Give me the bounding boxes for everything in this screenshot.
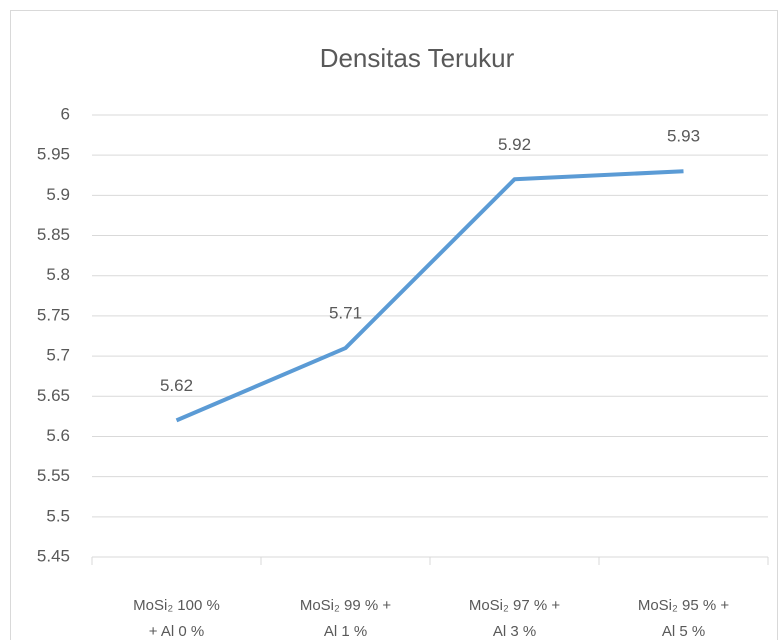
chart-title: Densitas Terukur bbox=[320, 43, 515, 73]
chart-border bbox=[10, 10, 778, 640]
y-tick-label: 5.45 bbox=[37, 546, 70, 565]
y-tick-label: 5.6 bbox=[46, 426, 70, 445]
y-tick-label: 5.5 bbox=[46, 506, 70, 525]
y-tick-label: 5.75 bbox=[37, 305, 70, 324]
data-label: 5.93 bbox=[667, 127, 700, 146]
data-line bbox=[175, 169, 684, 423]
data-label: 5.71 bbox=[329, 304, 362, 323]
data-label: 5.92 bbox=[498, 135, 531, 154]
x-tick-label: MoSi₂ 100 % + Al 0 % bbox=[133, 597, 220, 640]
y-tick-label: 6 bbox=[61, 104, 70, 123]
x-tick-label: MoSi₂ 95 % + Al 5 % bbox=[638, 597, 730, 640]
data-label: 5.62 bbox=[160, 376, 193, 395]
y-tick-label: 5.8 bbox=[46, 265, 70, 284]
x-tick-label: MoSi₂ 99 % + Al 1 % bbox=[300, 597, 392, 640]
y-tick-label: 5.55 bbox=[37, 466, 70, 485]
y-tick-label: 5.95 bbox=[37, 145, 70, 164]
y-tick-label: 5.9 bbox=[46, 185, 70, 204]
y-tick-label: 5.85 bbox=[37, 225, 70, 244]
y-tick-label: 5.65 bbox=[37, 386, 70, 405]
x-tick-label: MoSi₂ 97 % + Al 3 % bbox=[469, 597, 561, 640]
y-tick-label: 5.7 bbox=[46, 346, 70, 365]
